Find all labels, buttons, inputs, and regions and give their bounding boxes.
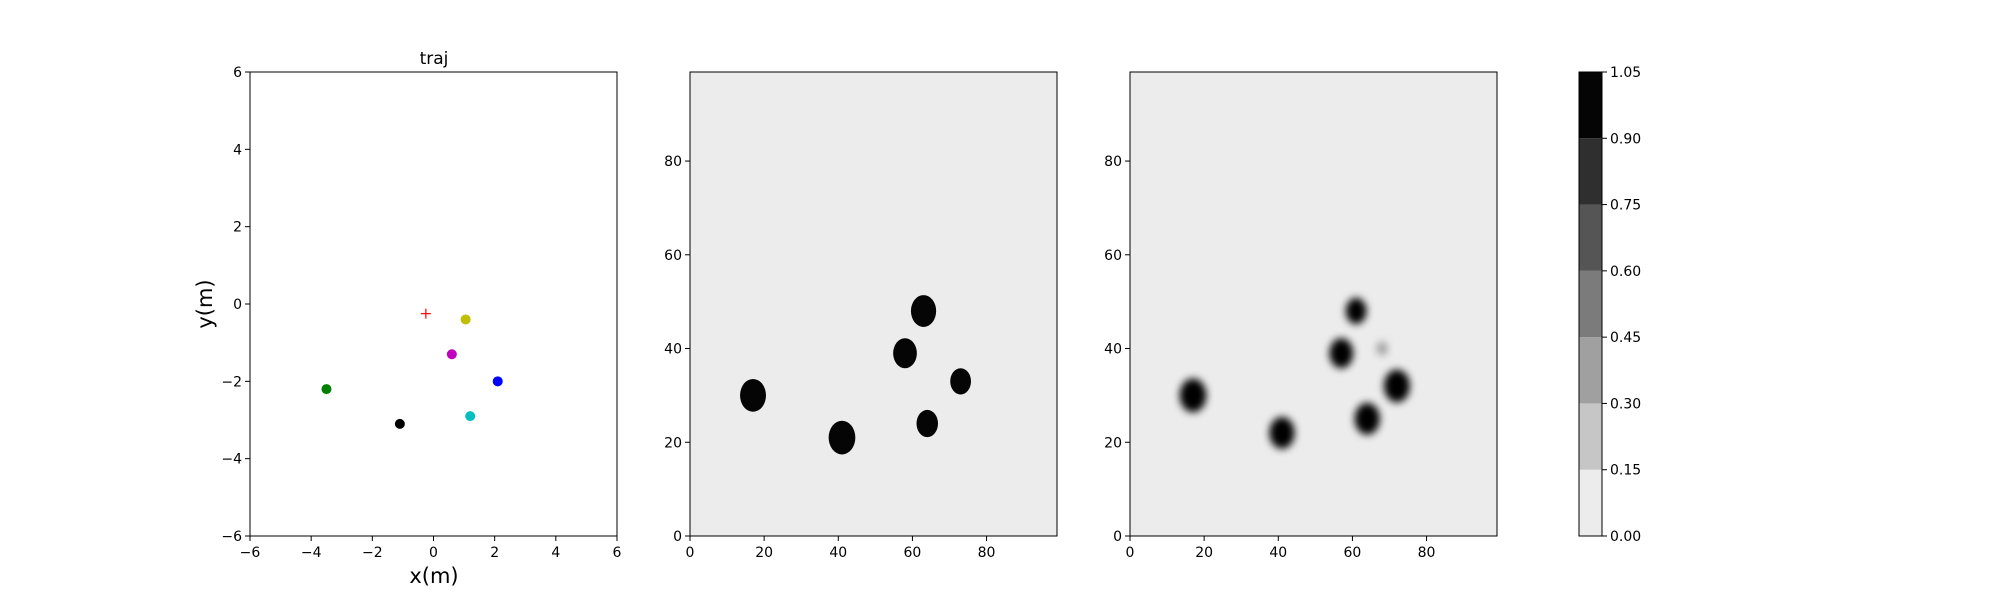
colorbar-tick-label: 1.05 bbox=[1610, 65, 1641, 81]
traj-title: traj bbox=[420, 49, 449, 69]
heatmap-2-ytick-label: 0 bbox=[1113, 529, 1122, 545]
heatmap-1-xtick-label: 60 bbox=[904, 545, 922, 561]
colorbar-tick-label: 0.15 bbox=[1610, 463, 1641, 479]
scatter-point bbox=[460, 314, 471, 325]
heatmap-1-ticks: 0 20 40 60 80 0 20 40 60 80 bbox=[664, 154, 995, 561]
traj-xtick-label: 6 bbox=[613, 545, 622, 561]
colorbar-tick-label: 0.30 bbox=[1610, 396, 1641, 412]
scatter-point bbox=[492, 376, 503, 387]
colorbar: 0.00 0.15 0.30 0.45 0.60 0.75 0.90 1.05 bbox=[1578, 65, 1641, 545]
heatmap-2-blobs bbox=[1179, 297, 1410, 449]
scatter-point bbox=[321, 384, 332, 395]
colorbar-tick-label: 0.90 bbox=[1610, 131, 1641, 147]
heatmap-1-blob bbox=[950, 368, 971, 395]
heatmap-1-xtick-label: 40 bbox=[829, 545, 847, 561]
traj-ytick-label: 6 bbox=[233, 65, 242, 81]
traj-ytick-label: 0 bbox=[233, 297, 242, 313]
heatmap-2-xtick-label: 40 bbox=[1269, 545, 1287, 561]
heatmap-1-xtick-label: 80 bbox=[978, 545, 996, 561]
colorbar-tick-label: 0.60 bbox=[1610, 264, 1641, 280]
scatter-point-plus bbox=[420, 308, 431, 319]
heatmap-2-ytick-label: 60 bbox=[1104, 248, 1122, 264]
traj-xtick-label: 4 bbox=[551, 545, 560, 561]
heatmap-1-ytick-label: 40 bbox=[664, 342, 682, 358]
scatter-point bbox=[446, 349, 457, 360]
heatmap-1-ytick-label: 80 bbox=[664, 154, 682, 170]
heatmap-2-background bbox=[1130, 72, 1497, 536]
colorbar-band bbox=[1579, 138, 1602, 205]
traj-ticks: −6 −4 −2 0 2 4 6 −6 −4 −2 0 2 4 6 bbox=[221, 65, 621, 561]
heatmap-1-ytick-label: 60 bbox=[664, 248, 682, 264]
heatmap-1-xtick-label: 0 bbox=[686, 545, 695, 561]
colorbar-tick-label: 0.00 bbox=[1610, 529, 1641, 545]
heatmap-1-frame bbox=[689, 71, 1058, 537]
colorbar-ticks: 0.00 0.15 0.30 0.45 0.60 0.75 0.90 1.05 bbox=[1602, 65, 1641, 545]
colorbar-tick-label: 0.75 bbox=[1610, 198, 1641, 214]
colorbar-band bbox=[1579, 469, 1602, 536]
heatmap-2-ytick-label: 20 bbox=[1104, 435, 1122, 451]
colorbar-tick-label: 0.45 bbox=[1610, 330, 1641, 346]
heatmap-2-blob bbox=[1376, 341, 1388, 356]
heatmap-2-blob bbox=[1383, 369, 1410, 403]
heatmap-2-blob bbox=[1329, 338, 1354, 369]
traj-xtick-label: −2 bbox=[362, 545, 383, 561]
heatmap-2-blob bbox=[1345, 297, 1367, 325]
traj-xtick-label: 0 bbox=[429, 545, 438, 561]
heatmap-1-ytick-label: 0 bbox=[673, 529, 682, 545]
scatter-point bbox=[465, 411, 476, 422]
traj-points bbox=[321, 308, 503, 429]
traj-ylabel: y(m) bbox=[193, 279, 217, 328]
traj-ytick-label: 4 bbox=[233, 142, 242, 158]
heatmap-1-blob bbox=[893, 338, 917, 369]
colorbar-band bbox=[1579, 270, 1602, 338]
scatter-point bbox=[394, 418, 405, 429]
traj-ytick-label: −6 bbox=[221, 529, 242, 545]
heatmap-1-xtick-label: 20 bbox=[755, 545, 773, 561]
heatmap-2-blob bbox=[1354, 402, 1380, 435]
traj-ytick-label: −2 bbox=[221, 374, 242, 390]
traj-subplot: traj −6 −4 −2 0 2 4 6 −6 −4 −2 0 2 4 6 x(m) y(m) bbox=[193, 49, 622, 588]
heatmap-subplot-2: 0 20 40 60 80 0 20 40 60 80 bbox=[1104, 71, 1498, 561]
colorbar-band bbox=[1579, 337, 1602, 404]
traj-ytick-label: −4 bbox=[221, 452, 242, 468]
heatmap-1-blob bbox=[916, 409, 939, 438]
heatmap-2-blob bbox=[1179, 378, 1207, 413]
traj-ytick-label: 2 bbox=[233, 220, 242, 236]
heatmap-subplot-1: 0 20 40 60 80 0 20 40 60 80 bbox=[664, 71, 1058, 561]
colorbar-band bbox=[1579, 403, 1602, 470]
heatmap-2-xtick-label: 80 bbox=[1418, 545, 1436, 561]
heatmap-2-ticks: 0 20 40 60 80 0 20 40 60 80 bbox=[1104, 154, 1435, 561]
colorbar-frame bbox=[1578, 71, 1603, 537]
traj-xtick-label: −6 bbox=[240, 545, 261, 561]
heatmap-1-background bbox=[690, 72, 1057, 536]
heatmap-1-blob bbox=[740, 378, 766, 412]
colorbar-band bbox=[1579, 72, 1602, 139]
traj-xtick-label: 2 bbox=[490, 545, 499, 561]
heatmap-2-frame bbox=[1129, 71, 1498, 537]
traj-xtick-label: −4 bbox=[301, 545, 322, 561]
heatmap-2-ytick-label: 80 bbox=[1104, 154, 1122, 170]
heatmap-2-blob bbox=[1269, 416, 1295, 449]
colorbar-band bbox=[1579, 204, 1602, 271]
heatmap-1-blobs bbox=[740, 295, 971, 455]
traj-xlabel: x(m) bbox=[409, 564, 458, 588]
heatmap-2-ytick-label: 40 bbox=[1104, 342, 1122, 358]
heatmap-1-ytick-label: 20 bbox=[664, 435, 682, 451]
colorbar-bands bbox=[1579, 72, 1602, 536]
traj-plot-area bbox=[250, 72, 617, 536]
heatmap-2-xtick-label: 0 bbox=[1126, 545, 1135, 561]
heatmap-1-blob bbox=[828, 420, 856, 455]
traj-frame bbox=[249, 71, 618, 537]
heatmap-2-xtick-label: 20 bbox=[1195, 545, 1213, 561]
heatmap-1-blob bbox=[910, 295, 937, 327]
heatmap-2-xtick-label: 60 bbox=[1344, 545, 1362, 561]
